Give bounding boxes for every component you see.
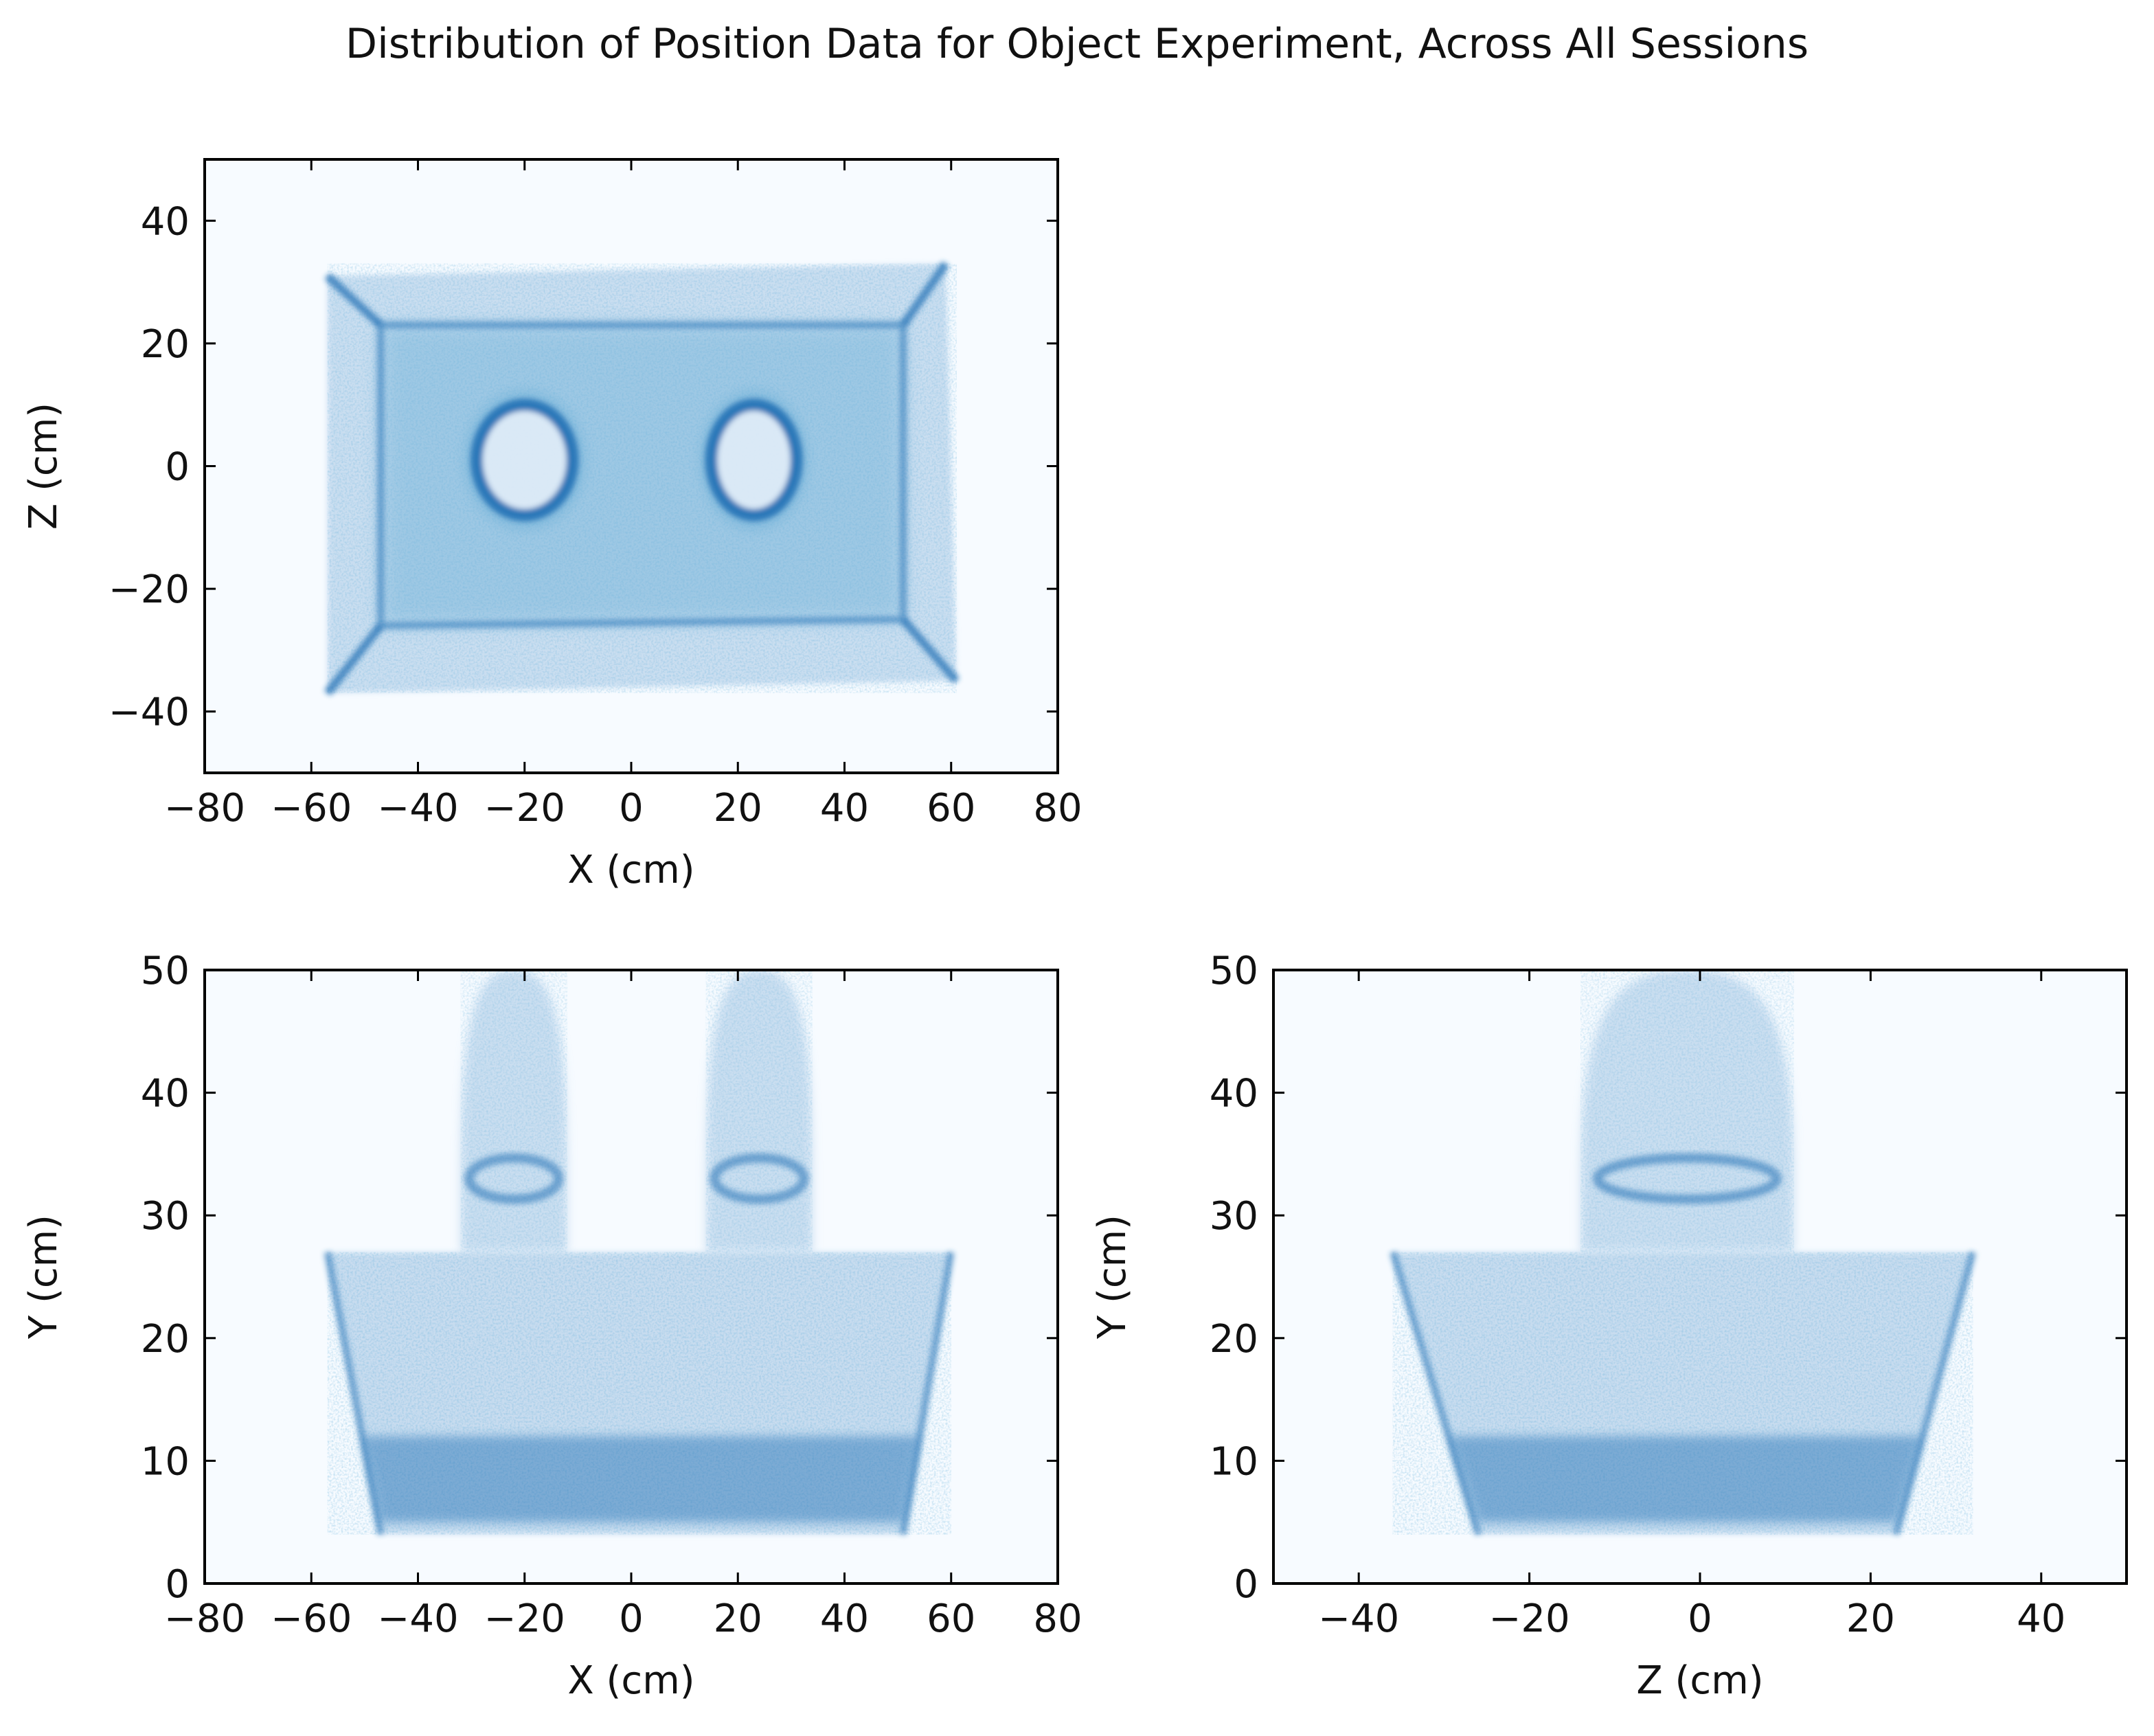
density-layer	[324, 970, 955, 1535]
x-axis-label: Z (cm)	[1636, 1658, 1763, 1703]
y-axis-label: Y (cm)	[1090, 1215, 1135, 1340]
x-tick-label: 20	[714, 1597, 762, 1641]
wall-edge-right	[1892, 1251, 1977, 1535]
figure-suptitle: Distribution of Position Data for Object…	[345, 20, 1809, 68]
y-tick-label: 20	[141, 1317, 190, 1362]
heatmap-zy-panel: −40 −20 0 20 40 0 10 20 30 40 50 Z (cm) Y (cm)	[1090, 949, 2128, 1703]
x-tick-label: −60	[271, 1597, 352, 1641]
x-tick-label: 0	[1688, 1597, 1712, 1641]
y-tick-label: 0	[165, 445, 190, 490]
y-tick-label: 30	[141, 1194, 190, 1239]
x-tick-label: 80	[1033, 786, 1082, 831]
object-rim	[464, 1153, 564, 1204]
y-tick-label: −40	[109, 690, 190, 735]
x-tick-label: 0	[619, 786, 644, 831]
x-tick-label: 20	[714, 786, 762, 831]
x-tick-label: −40	[1318, 1597, 1399, 1641]
x-axis-label: X (cm)	[567, 1658, 694, 1703]
x-tick-label: 60	[927, 1597, 975, 1641]
arena-corner-diagonal	[324, 273, 384, 328]
x-tick-label: 40	[820, 1597, 869, 1641]
y-tick-label: 50	[141, 949, 190, 993]
y-tick-label: −20	[109, 567, 190, 612]
y-tick-label: 20	[141, 322, 190, 367]
x-tick-label: 40	[820, 786, 869, 831]
arena-corner-diagonal	[899, 261, 949, 328]
y-tick-label: 0	[165, 1562, 190, 1607]
density-layer	[324, 261, 960, 696]
y-tick-label: 10	[1210, 1439, 1258, 1484]
wall-edge-left	[1390, 1251, 1482, 1536]
y-tick-label: 0	[1234, 1562, 1258, 1607]
x-tick-label: −80	[164, 786, 245, 831]
y-tick-label: 30	[1210, 1194, 1258, 1239]
arena-corner-diagonal	[900, 616, 960, 684]
x-tick-label: −60	[271, 786, 352, 831]
heatmap-xz-panel: −80 −60 −40 −20 0 20 40 60 80 −40 −20 0 20 40 X (cm) Z …	[21, 158, 1082, 892]
object-rim	[1592, 1153, 1782, 1204]
x-tick-label: 20	[1846, 1597, 1895, 1641]
y-tick-label: 50	[1210, 949, 1258, 993]
object-ring	[705, 398, 803, 521]
x-tick-label: −40	[377, 1597, 458, 1641]
object-column-speckle	[460, 970, 567, 1252]
x-axis-label: X (cm)	[567, 848, 694, 892]
x-tick-label: −20	[484, 786, 565, 831]
wall-edge-left	[324, 1251, 385, 1535]
dense-band	[363, 1436, 920, 1522]
x-tick-label: −40	[377, 786, 458, 831]
object-rim	[710, 1153, 809, 1204]
object-ring	[470, 398, 579, 521]
x-tick-label: −80	[164, 1597, 245, 1641]
density-layer	[1390, 970, 1977, 1536]
x-tick-label: −20	[1489, 1597, 1570, 1641]
wall-edge-right	[899, 1251, 955, 1535]
object-column-speckle	[705, 970, 813, 1252]
x-tick-label: 0	[619, 1597, 644, 1641]
arena-speckle	[327, 263, 957, 693]
x-tick-label: 40	[2017, 1597, 2065, 1641]
object-column-speckle	[1580, 970, 1794, 1252]
y-tick-label: 10	[141, 1439, 190, 1484]
y-axis-label: Y (cm)	[21, 1215, 66, 1340]
y-tick-label: 20	[1210, 1317, 1258, 1362]
y-tick-label: 40	[141, 199, 190, 244]
x-tick-label: 80	[1033, 1597, 1082, 1641]
y-tick-label: 40	[141, 1072, 190, 1116]
arena-corner-diagonal	[324, 622, 384, 696]
dense-band	[1449, 1436, 1922, 1522]
x-tick-label: 60	[927, 786, 975, 831]
y-axis-label: Z (cm)	[21, 403, 66, 530]
y-tick-label: 40	[1210, 1072, 1258, 1116]
x-tick-label: −20	[484, 1597, 565, 1641]
heatmap-xy-panel: −80 −60 −40 −20 0 20 40 60 80 0 10 20 30 40 50 X (cm) Y …	[21, 949, 1082, 1703]
